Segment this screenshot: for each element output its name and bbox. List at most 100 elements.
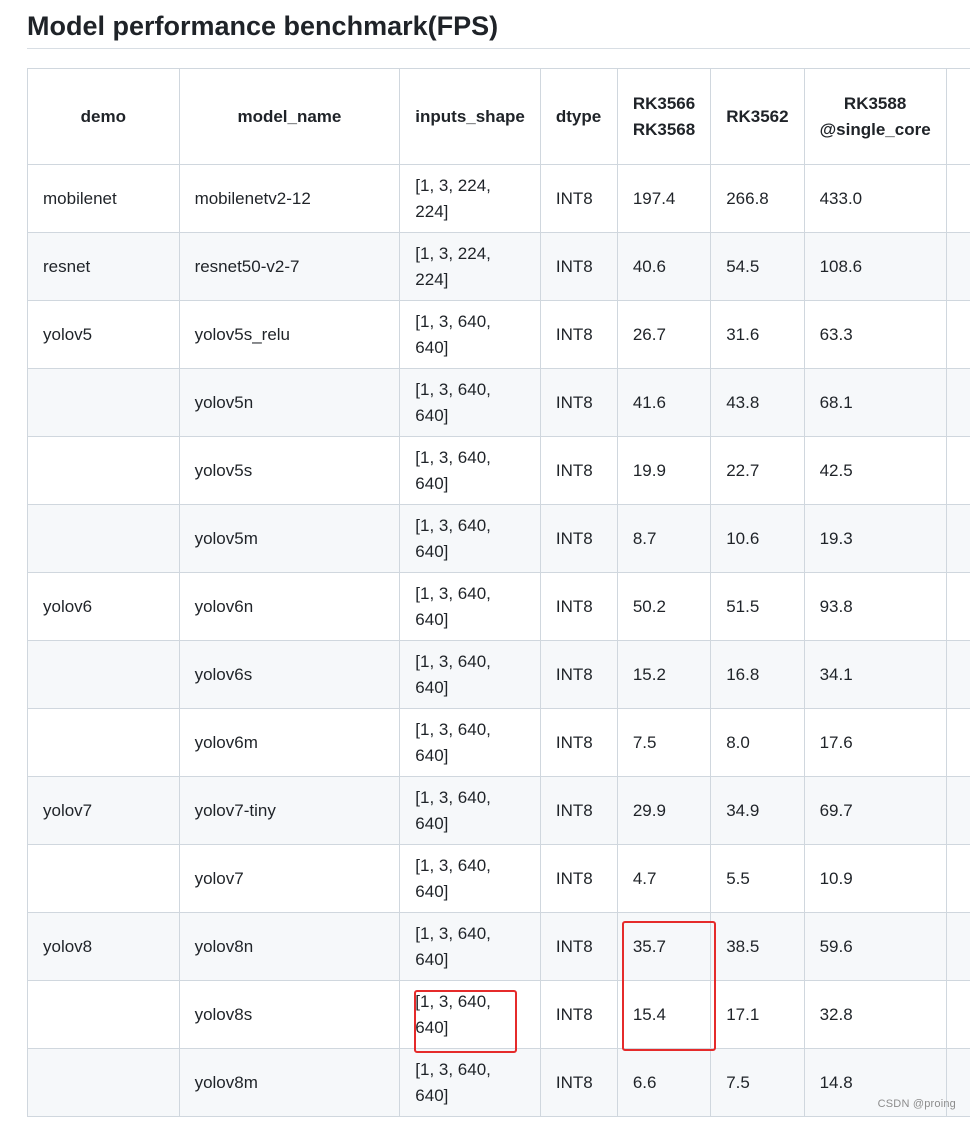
- table-row: yolov8m [1, 3, 640, 640] INT8 6.6 7.5 14.8: [27, 1048, 970, 1117]
- cell-rk3562: 7.5: [710, 1048, 805, 1117]
- cell-rk3566: 7.5: [616, 708, 712, 777]
- table-header-row: demo model_name inputs_shape dtype RK356…: [27, 68, 970, 165]
- cell-model-name: yolov5m: [178, 504, 401, 573]
- cell-dtype: INT8: [539, 572, 618, 641]
- cell-model-name: yolov5n: [178, 368, 401, 437]
- cell-demo: [27, 504, 180, 573]
- cell-inputs-shape: [1, 3, 640, 640]: [399, 504, 541, 573]
- cell-dtype: INT8: [539, 164, 618, 233]
- shape-line-2: 224]: [415, 201, 449, 221]
- benchmark-table: demo model_name inputs_shape dtype RK356…: [27, 68, 970, 1117]
- cell-rk3588: 19.3: [803, 504, 947, 573]
- table-row: yolov6m [1, 3, 640, 640] INT8 7.5 8.0 17.6: [27, 708, 970, 777]
- shape-line-2: 640]: [415, 405, 449, 425]
- cell-dtype: INT8: [539, 504, 618, 573]
- cell-rk3588: 69.7: [803, 776, 947, 845]
- cell-rk3588: 14.8: [803, 1048, 947, 1117]
- table-row: yolov6 yolov6n [1, 3, 640, 640] INT8 50.2 51.5…: [27, 572, 970, 641]
- cell-dtype: INT8: [539, 232, 618, 301]
- header-rk3566-rk3568: RK3566 RK3568: [616, 68, 712, 165]
- table-row: yolov7 yolov7-tiny [1, 3, 640, 640] INT8 29.9…: [27, 776, 970, 845]
- cell-rk3562: 54.5: [710, 232, 805, 301]
- cell-demo: yolov6: [27, 572, 180, 641]
- header-rk3588-label: RK3588: [843, 93, 907, 113]
- shape-line-2: 640]: [415, 473, 449, 493]
- cell-rk3588: 42.5: [803, 436, 947, 505]
- cell-truncated: [945, 300, 970, 369]
- shape-line-1: [1, 3, 224,: [415, 175, 491, 195]
- header-rk3588-single-core: RK3588 @single_core: [803, 68, 947, 165]
- cell-truncated: [945, 368, 970, 437]
- cell-demo: [27, 844, 180, 913]
- cell-rk3562: 5.5: [710, 844, 805, 913]
- shape-line-2: 640]: [415, 745, 449, 765]
- shape-line-1: [1, 3, 640,: [415, 311, 491, 331]
- cell-inputs-shape: [1, 3, 640, 640]: [399, 436, 541, 505]
- cell-truncated: [945, 572, 970, 641]
- cell-model-name: yolov7-tiny: [178, 776, 401, 845]
- cell-dtype: INT8: [539, 436, 618, 505]
- cell-truncated: [945, 776, 970, 845]
- cell-rk3562: 17.1: [710, 980, 805, 1049]
- cell-inputs-shape: [1, 3, 640, 640]: [399, 640, 541, 709]
- cell-inputs-shape: [1, 3, 640, 640]: [399, 776, 541, 845]
- cell-model-name: yolov6s: [178, 640, 401, 709]
- cell-demo: [27, 436, 180, 505]
- cell-rk3566: 41.6: [616, 368, 712, 437]
- cell-model-name: mobilenetv2-12: [178, 164, 401, 233]
- shape-line-1: [1, 3, 640,: [415, 583, 491, 603]
- header-model-name: model_name: [178, 68, 401, 165]
- cell-inputs-shape: [1, 3, 640, 640]: [399, 844, 541, 913]
- shape-line-1: [1, 3, 640,: [415, 651, 491, 671]
- cell-truncated: [945, 504, 970, 573]
- cell-rk3588: 34.1: [803, 640, 947, 709]
- shape-line-1: [1, 3, 640,: [415, 1059, 491, 1079]
- cell-truncated: [945, 708, 970, 777]
- cell-dtype: INT8: [539, 1048, 618, 1117]
- cell-model-name: yolov6n: [178, 572, 401, 641]
- table-row: resnet resnet50-v2-7 [1, 3, 224, 224] INT8 40…: [27, 232, 970, 301]
- cell-dtype: INT8: [539, 708, 618, 777]
- cell-rk3566: 8.7: [616, 504, 712, 573]
- shape-line-2: 640]: [415, 1017, 449, 1037]
- table-row: yolov6s [1, 3, 640, 640] INT8 15.2 16.8 34.1: [27, 640, 970, 709]
- shape-line-1: [1, 3, 640,: [415, 923, 491, 943]
- cell-inputs-shape: [1, 3, 224, 224]: [399, 232, 541, 301]
- header-demo: demo: [27, 68, 180, 165]
- header-single-core-label: @single_core: [819, 119, 931, 139]
- header-rk3562: RK3562: [710, 68, 805, 165]
- shape-line-1: [1, 3, 640,: [415, 855, 491, 875]
- cell-inputs-shape: [1, 3, 640, 640]: [399, 708, 541, 777]
- shape-line-1: [1, 3, 640,: [415, 787, 491, 807]
- shape-line-1: [1, 3, 640,: [415, 719, 491, 739]
- cell-truncated: [945, 980, 970, 1049]
- cell-inputs-shape: [1, 3, 640, 640]: [399, 912, 541, 981]
- cell-dtype: INT8: [539, 776, 618, 845]
- shape-line-2: 640]: [415, 881, 449, 901]
- cell-demo: yolov5: [27, 300, 180, 369]
- cell-demo: [27, 708, 180, 777]
- cell-rk3562: 34.9: [710, 776, 805, 845]
- cell-model-name: yolov5s: [178, 436, 401, 505]
- cell-truncated: [945, 1048, 970, 1117]
- header-rk3566-label: RK3566: [632, 93, 696, 113]
- cell-rk3562: 8.0: [710, 708, 805, 777]
- table-row: yolov8 yolov8n [1, 3, 640, 640] INT8 35.7 38.5…: [27, 912, 970, 981]
- table-row: yolov5 yolov5s_relu [1, 3, 640, 640] INT8 26.…: [27, 300, 970, 369]
- cell-rk3588: 93.8: [803, 572, 947, 641]
- cell-rk3566: 19.9: [616, 436, 712, 505]
- cell-rk3562: 51.5: [710, 572, 805, 641]
- cell-demo: [27, 368, 180, 437]
- cell-rk3588: 17.6: [803, 708, 947, 777]
- cell-model-name: yolov8m: [178, 1048, 401, 1117]
- cell-rk3566: 197.4: [616, 164, 712, 233]
- cell-rk3562: 43.8: [710, 368, 805, 437]
- cell-rk3562: 38.5: [710, 912, 805, 981]
- table-body: mobilenet mobilenetv2-12 [1, 3, 224, 224] IN…: [27, 164, 970, 1117]
- cell-dtype: INT8: [539, 640, 618, 709]
- shape-line-1: [1, 3, 640,: [415, 379, 491, 399]
- cell-truncated: [945, 844, 970, 913]
- shape-line-2: 640]: [415, 609, 449, 629]
- cell-inputs-shape: [1, 3, 640, 640]: [399, 572, 541, 641]
- shape-line-2: 640]: [415, 541, 449, 561]
